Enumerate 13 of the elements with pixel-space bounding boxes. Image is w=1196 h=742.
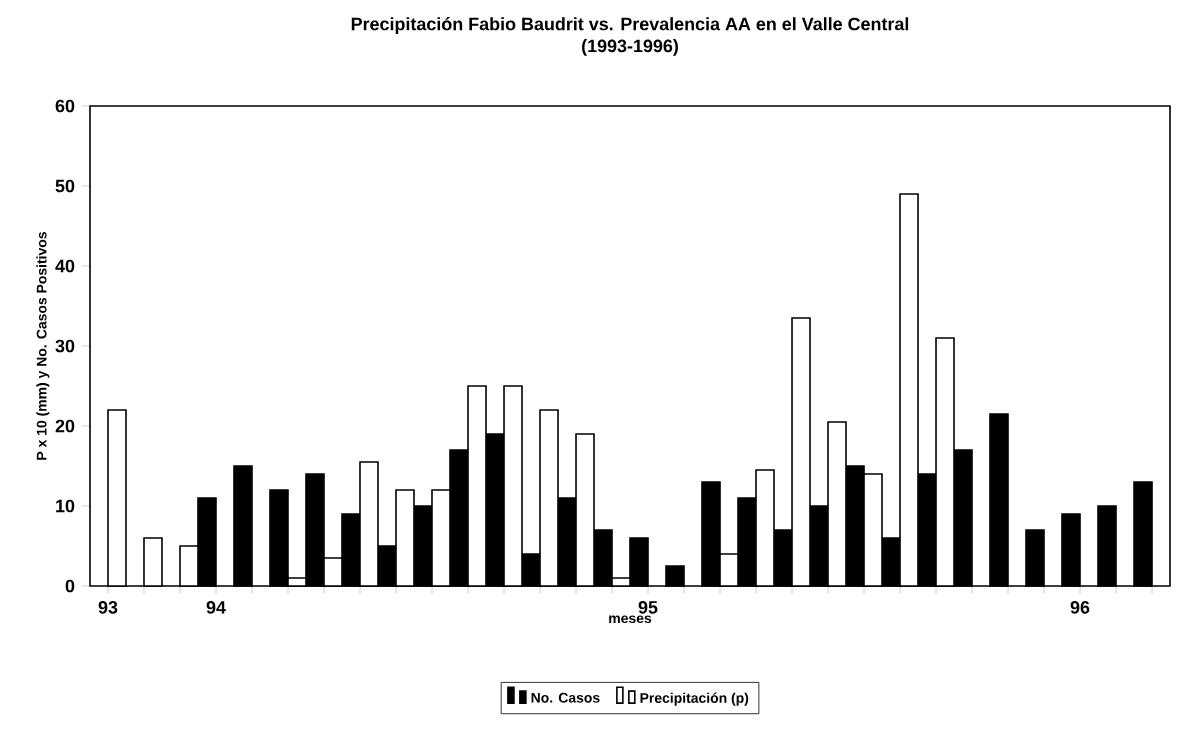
y-tick-label: 0 xyxy=(65,579,75,593)
y-tick-label: 10 xyxy=(56,499,75,513)
y-tick-label: 50 xyxy=(55,179,75,193)
chart-title: Precipitación Fabio Baudrit vs. Prevalencia AA en el Valle Central xyxy=(351,17,909,34)
x-tick-label: 94 xyxy=(206,601,226,614)
x-tick-label: 95 xyxy=(638,601,658,614)
y-tick-label: 60 xyxy=(55,99,75,113)
x-tick-label: 96 xyxy=(1070,601,1090,614)
y-tick-label: 40 xyxy=(55,259,75,273)
y-tick-label: 30 xyxy=(55,339,75,353)
y-tick-label: 20 xyxy=(55,419,75,433)
x-tick-label: 93 xyxy=(98,601,118,614)
chart-subtitle: (1993-1996) xyxy=(582,39,678,56)
